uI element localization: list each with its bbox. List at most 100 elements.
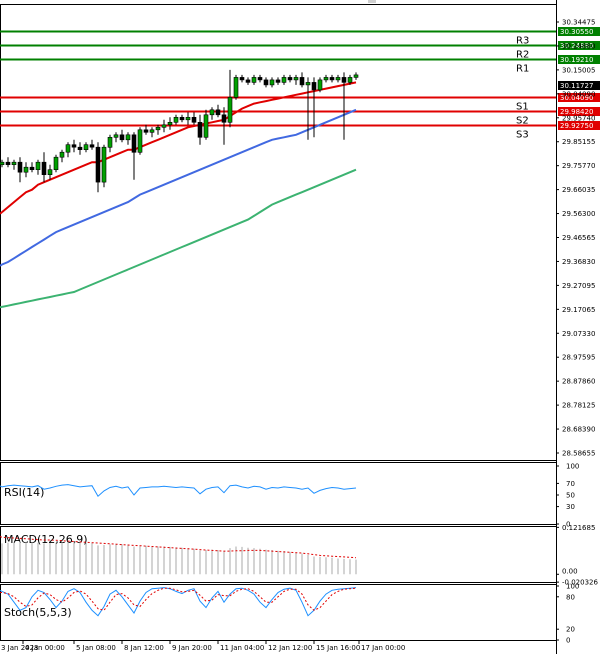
level-price-box	[558, 121, 600, 130]
candle-body	[149, 129, 155, 133]
candle-body	[245, 79, 251, 83]
candle-body	[221, 114, 227, 123]
candle-body	[209, 109, 215, 116]
candle-body	[263, 79, 269, 86]
price-tick-label: 28.58655	[562, 450, 595, 458]
candle-body	[53, 156, 59, 170]
candle-body	[23, 166, 29, 173]
candle-body	[11, 161, 17, 165]
candle-body	[305, 82, 311, 86]
candle-body	[287, 77, 293, 81]
time-tick-label: 11 Jan 04:00	[220, 644, 264, 652]
price-tick-label: 29.27095	[562, 282, 595, 290]
candle-body	[65, 144, 71, 153]
stoch-panel: Stoch(5,5,3) 100 80 20 0	[0, 583, 579, 645]
rsi-tick-label: 50	[566, 492, 575, 500]
ma-red-line-ext	[0, 211, 3, 215]
level-price-box	[558, 41, 600, 50]
candle-body	[317, 79, 323, 91]
candle-body	[203, 114, 209, 138]
stoch-tick-label: 0	[566, 637, 570, 645]
price-tick-label: 29.85155	[562, 138, 595, 146]
rsi-tick-label: 30	[566, 503, 575, 511]
candle-body	[341, 77, 347, 83]
candle-body	[5, 161, 11, 165]
candle-body	[143, 129, 149, 133]
level-price-box	[558, 107, 600, 116]
candle-body	[185, 117, 191, 121]
candle-body	[251, 77, 257, 83]
macd-tick-label: -0.020326	[562, 579, 598, 587]
pivot-levels: R3 30.30550 R2 30.24880 R1 30.19210 S1 30.04090…	[0, 27, 600, 141]
candle-body	[77, 146, 83, 150]
shift-marker	[368, 0, 376, 3]
candle-body	[293, 77, 299, 81]
time-tick-label: 3 Jan 2023	[1, 644, 39, 652]
panel-frames	[0, 0, 557, 654]
stoch-tick-label: 80	[566, 593, 575, 601]
stoch-d-line	[0, 587, 357, 611]
macd-label: MACD(12,26,9)	[4, 533, 88, 546]
price-tick-label: 29.17065	[562, 306, 595, 314]
candle-body	[41, 161, 47, 175]
candle-body	[323, 77, 329, 81]
price-tick-label: 30.34475	[562, 19, 595, 27]
candle-body	[335, 77, 341, 81]
candle-body	[167, 122, 173, 126]
current-price-label: 30.11727	[560, 82, 593, 90]
price-tick-label: 29.66035	[562, 186, 595, 194]
candle-body	[173, 117, 179, 123]
level-price-label: 30.24880	[560, 42, 593, 50]
stoch-k-line	[0, 587, 357, 617]
level-name-r1: R1	[516, 64, 529, 75]
moving-averages	[0, 81, 357, 309]
time-tick-label: 15 Jan 16:00	[316, 644, 360, 652]
price-tick-label: 30.15005	[562, 66, 595, 74]
ma-blue-line	[1, 108, 357, 266]
candle-body	[239, 77, 245, 81]
ma-green-line	[1, 168, 357, 308]
price-tick-label: 29.56300	[562, 210, 595, 218]
macd-tick-label: 0.121685	[562, 524, 595, 532]
candle-body	[0, 161, 5, 165]
level-name-s1: S1	[516, 102, 529, 113]
candle-body	[155, 127, 161, 131]
candle-body	[101, 146, 107, 183]
level-price-label: 29.98420	[560, 108, 593, 116]
macd-tick-label: 0.00	[562, 567, 578, 575]
price-tick-label: 28.97595	[562, 354, 595, 362]
candle-body	[353, 74, 359, 78]
level-price-label: 30.19210	[560, 56, 593, 64]
rsi-tick-label: 0	[566, 521, 570, 529]
level-name-s2: S2	[516, 116, 529, 127]
candle-body	[119, 134, 125, 141]
level-name-s3: S3	[516, 130, 529, 141]
candle-body	[83, 144, 89, 150]
rsi-label: RSI(14)	[4, 486, 44, 499]
candle-body	[269, 79, 275, 86]
candle-body	[107, 137, 113, 148]
candle-body	[215, 109, 221, 116]
ma-blue-line-ext	[0, 263, 3, 267]
candle-body	[179, 117, 185, 121]
candle-body	[347, 77, 353, 83]
price-tick-label: 30.24880	[562, 42, 595, 50]
price-tick-label: 29.46565	[562, 234, 595, 242]
candle-body	[275, 79, 281, 83]
candlesticks	[0, 69, 359, 193]
candle-body	[137, 129, 143, 153]
level-name-r3: R3	[516, 36, 529, 47]
candle-body	[35, 161, 41, 170]
price-tick-label: 29.75770	[562, 162, 595, 170]
rsi-tick-label: 70	[566, 480, 575, 488]
rsi-tick-label: 100	[566, 463, 579, 471]
candle-body	[89, 144, 95, 148]
price-tick-label: 28.87860	[562, 378, 595, 386]
candle-body	[197, 122, 203, 138]
stoch-label: Stoch(5,5,3)	[4, 606, 72, 619]
candle-body	[311, 82, 317, 91]
candle-body	[131, 134, 137, 153]
